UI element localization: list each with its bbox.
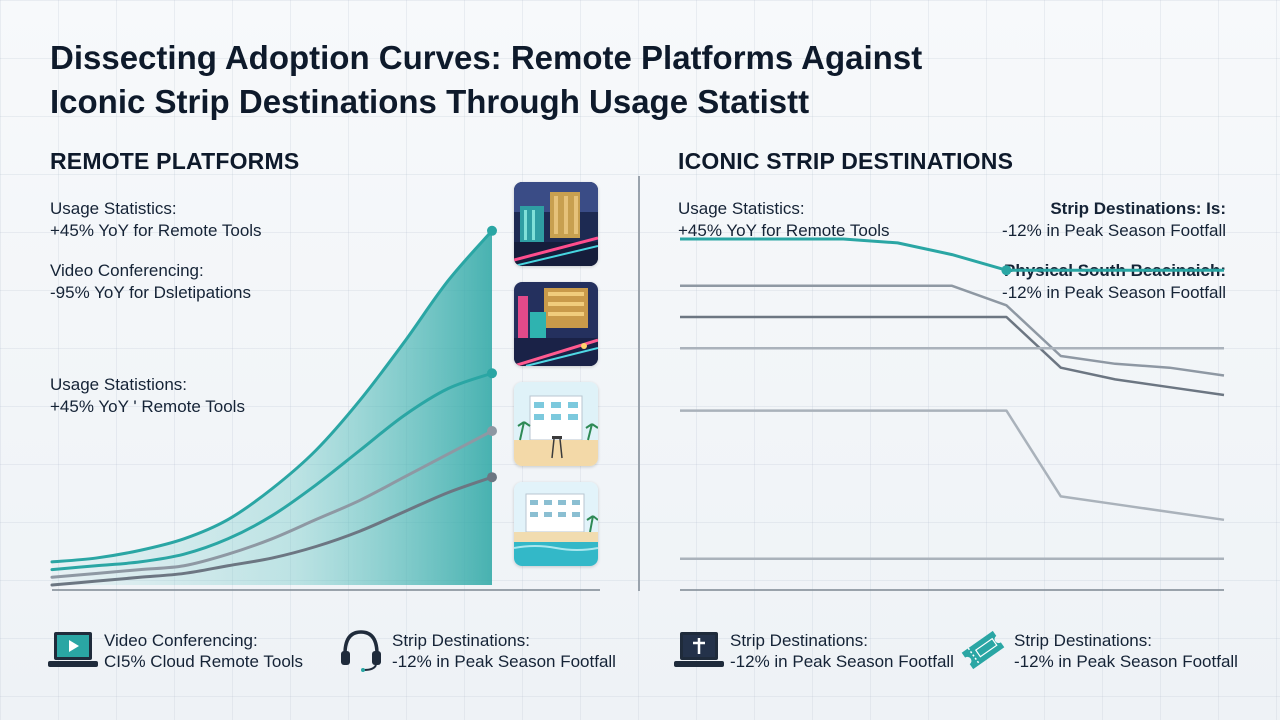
title-line-1: Dissecting Adoption Curves: Remote Platf…: [50, 39, 923, 76]
legend-text-1: Video Conferencing: CI5% Cloud Remote To…: [104, 630, 303, 672]
right-stat-right-2-value: -12% in Peak Season Footfall: [1002, 283, 1226, 302]
left-stat-2-label: Video Conferencing:: [50, 261, 204, 280]
ticket-icon: [961, 630, 1005, 670]
left-stat-1: Usage Statistics: +45% YoY for Remote To…: [50, 198, 262, 242]
left-series-3-endpoint: [487, 426, 497, 436]
left-series-3-line: [50, 429, 494, 579]
left-series-1-endpoint: [487, 225, 497, 236]
legend-4-value: -12% in Peak Season Footfall: [1014, 652, 1238, 671]
title-line-2: Iconic Strip Destinations Through Usage …: [50, 83, 810, 120]
panel-divider: [638, 176, 640, 591]
left-stat-3-label: Usage Statistions:: [50, 375, 188, 394]
left-panel-heading: REMOTE PLATFORMS: [50, 148, 300, 174]
legend-text-4: Strip Destinations: -12% in Peak Season …: [1014, 630, 1238, 672]
right-stat-left-1: Usage Statistics: +45% YoY for Remote To…: [678, 198, 890, 242]
left-series-1-line: [50, 229, 494, 564]
legend-3-value: -12% in Peak Season Footfall: [730, 652, 954, 671]
page-title: Dissecting Adoption Curves: Remote Platf…: [50, 36, 1050, 124]
left-series-4-line: [50, 475, 494, 587]
laptop-play-icon: [48, 632, 98, 667]
legend-3-label: Strip Destinations:: [730, 631, 868, 650]
headset-icon: [341, 630, 381, 672]
right-series-1-marker: [1001, 265, 1012, 276]
legend-1-label: Video Conferencing:: [104, 631, 258, 650]
legend-2-label: Strip Destinations:: [392, 631, 530, 650]
left-stat-2: Video Conferencing: -95% YoY for Dsletip…: [50, 260, 251, 304]
right-panel-heading: ICONIC STRIP DESTINATIONS: [678, 148, 1014, 174]
left-series-4-endpoint: [487, 472, 497, 483]
legend-text-2: Strip Destinations: -12% in Peak Season …: [392, 630, 616, 672]
art-deco-hotel-pool-icon: [514, 382, 598, 466]
legend-1-value: CI5% Cloud Remote Tools: [104, 652, 304, 671]
strip-neon-street-icon: [514, 282, 598, 366]
legend-2-value: -12% in Peak Season Footfall: [392, 652, 616, 671]
right-series-2-line: [680, 284, 1225, 377]
right-stat-right-1: Strip Destinations: Is: -12% in Peak Sea…: [1002, 198, 1226, 242]
beachfront-hotel-icon: [514, 482, 598, 566]
left-series-2-endpoint: [487, 368, 497, 379]
right-stat-left-1-value: +45% YoY for Remote Tools: [678, 221, 890, 240]
right-stat-left-1-label: Usage Statistics:: [678, 199, 805, 218]
left-series-1-area: [52, 230, 492, 586]
left-stat-3-value: +45% YoY ' Remote Tools: [50, 397, 245, 416]
right-series-5-line: [680, 409, 1225, 522]
left-stat-3: Usage Statistions: +45% YoY ' Remote Too…: [50, 374, 245, 418]
right-chart: [680, 237, 1225, 561]
left-series-2-line: [50, 371, 494, 572]
left-stat-1-value: +45% YoY for Remote Tools: [50, 221, 262, 240]
legend-4-label: Strip Destinations:: [1014, 631, 1152, 650]
left-chart: [50, 225, 497, 587]
legend-text-3: Strip Destinations: -12% in Peak Season …: [730, 630, 954, 672]
casino-hotel-night-icon: [514, 182, 598, 266]
laptop-cross-icon: [674, 632, 724, 667]
right-series-3-line: [680, 315, 1225, 397]
left-stat-1-label: Usage Statistics:: [50, 199, 177, 218]
left-stat-2-value: -95% YoY for Dsletipations: [50, 283, 251, 302]
right-stat-right-1-value: -12% in Peak Season Footfall: [1002, 221, 1226, 240]
right-series-1-line: [680, 237, 1224, 272]
right-stat-right-1-label: Strip Destinations: Is:: [1050, 199, 1226, 218]
